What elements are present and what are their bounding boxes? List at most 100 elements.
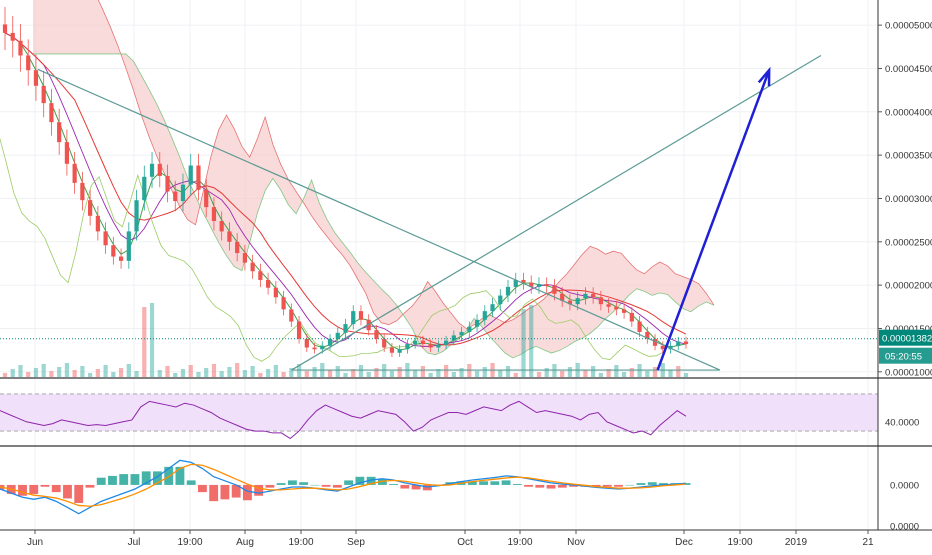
candle	[235, 241, 240, 254]
macd-histogram-bar	[108, 475, 117, 485]
candle	[645, 331, 650, 339]
y-tick-label: 0.00001000	[885, 367, 932, 378]
volume-bar	[41, 364, 46, 377]
volume-bar	[18, 365, 23, 377]
volume-bar	[536, 372, 542, 377]
candle	[683, 341, 689, 345]
volume-bar	[335, 366, 340, 377]
macd-histogram-bar	[231, 484, 241, 498]
volume-bar	[443, 365, 449, 377]
macd-histogram-bar	[512, 484, 522, 485]
candle	[490, 304, 495, 312]
macd-histogram-bar	[287, 480, 297, 485]
candle	[575, 298, 580, 305]
rsi-axis-label: 40.0000	[885, 417, 919, 428]
candle	[482, 311, 487, 320]
candle	[536, 284, 542, 287]
volume-bar	[567, 367, 573, 377]
candle	[57, 122, 62, 143]
macd-histogram-bar	[659, 483, 668, 485]
macd-histogram-bar	[242, 484, 252, 501]
x-tick-label: 2019	[785, 537, 808, 548]
volume-bar	[49, 371, 54, 377]
candle	[374, 330, 379, 339]
candle	[312, 347, 317, 350]
volume-bar	[258, 373, 263, 377]
candle	[467, 326, 472, 332]
candle	[180, 184, 186, 202]
macd-histogram-bar	[681, 483, 691, 485]
volume-bar	[242, 370, 248, 377]
candle	[126, 231, 131, 261]
candle	[320, 345, 325, 350]
volume-bar	[227, 367, 232, 377]
volume-bar	[304, 371, 309, 377]
macd-histogram-bar	[366, 476, 376, 485]
candle	[351, 311, 356, 325]
macd-histogram-bar	[389, 484, 399, 485]
volume-bar	[118, 368, 124, 377]
countdown-label: 05:20:55	[885, 352, 922, 363]
candle	[591, 293, 596, 298]
candle	[281, 297, 286, 310]
macd-histogram-bar	[310, 484, 320, 486]
current-price-badge	[879, 329, 932, 346]
macd-histogram-bar	[422, 484, 432, 491]
volume-bar	[428, 373, 433, 377]
macd-histogram-bar	[591, 484, 601, 487]
volume-bar	[80, 366, 85, 377]
volume-bar	[88, 373, 93, 377]
macd-histogram-bar	[602, 484, 612, 487]
volume-bar	[598, 373, 603, 377]
trend-line	[291, 54, 822, 371]
candle	[173, 191, 178, 202]
y-tick-label: 0.00002500	[885, 237, 932, 248]
macd-histogram-bar	[96, 477, 106, 485]
y-tick-label: 0.00001500	[885, 324, 932, 335]
macd-histogram-bar	[85, 484, 95, 488]
macd-histogram-bar	[355, 476, 365, 485]
candle	[88, 200, 93, 216]
rsi-line	[0, 400, 687, 440]
y-tick-label: 0.00004000	[885, 107, 932, 118]
volume-bar	[544, 368, 549, 377]
candle	[436, 344, 441, 348]
candle	[513, 279, 518, 287]
volume-bar	[668, 370, 673, 377]
candle	[382, 338, 387, 348]
macd-histogram-bar	[490, 481, 500, 485]
macd-histogram-bar	[164, 466, 174, 485]
volume-bar	[188, 365, 193, 377]
volume-bar	[676, 366, 681, 377]
candle	[64, 142, 70, 164]
macd-histogram-bar	[321, 484, 331, 487]
macd-histogram-bar	[198, 484, 207, 493]
volume-bar	[204, 368, 209, 377]
candle	[652, 338, 658, 346]
volume-bar	[629, 368, 634, 377]
volume-bar	[95, 369, 100, 377]
cloud-upper-line	[97, 0, 715, 330]
volume-bar	[157, 370, 162, 377]
volume-bar	[652, 367, 658, 377]
candle	[72, 163, 77, 183]
macd-histogram-bar	[299, 482, 309, 485]
x-tick-label: Sep	[347, 537, 365, 548]
candle	[428, 344, 433, 348]
candle	[459, 331, 464, 336]
volume-bar	[451, 372, 456, 377]
volume-bar	[173, 373, 178, 377]
candle	[521, 279, 526, 283]
macd-histogram-bar	[220, 484, 230, 500]
macd-histogram-bar	[524, 484, 533, 487]
macd-axis-label: 0.0000	[890, 521, 919, 532]
candle	[111, 245, 116, 257]
candle	[95, 215, 100, 232]
macd-histogram-bar	[377, 479, 387, 485]
candle	[606, 304, 611, 307]
volume-bar	[64, 363, 70, 377]
macd-histogram-bar	[569, 484, 578, 487]
candle	[211, 207, 217, 221]
volume-bar	[26, 372, 31, 377]
